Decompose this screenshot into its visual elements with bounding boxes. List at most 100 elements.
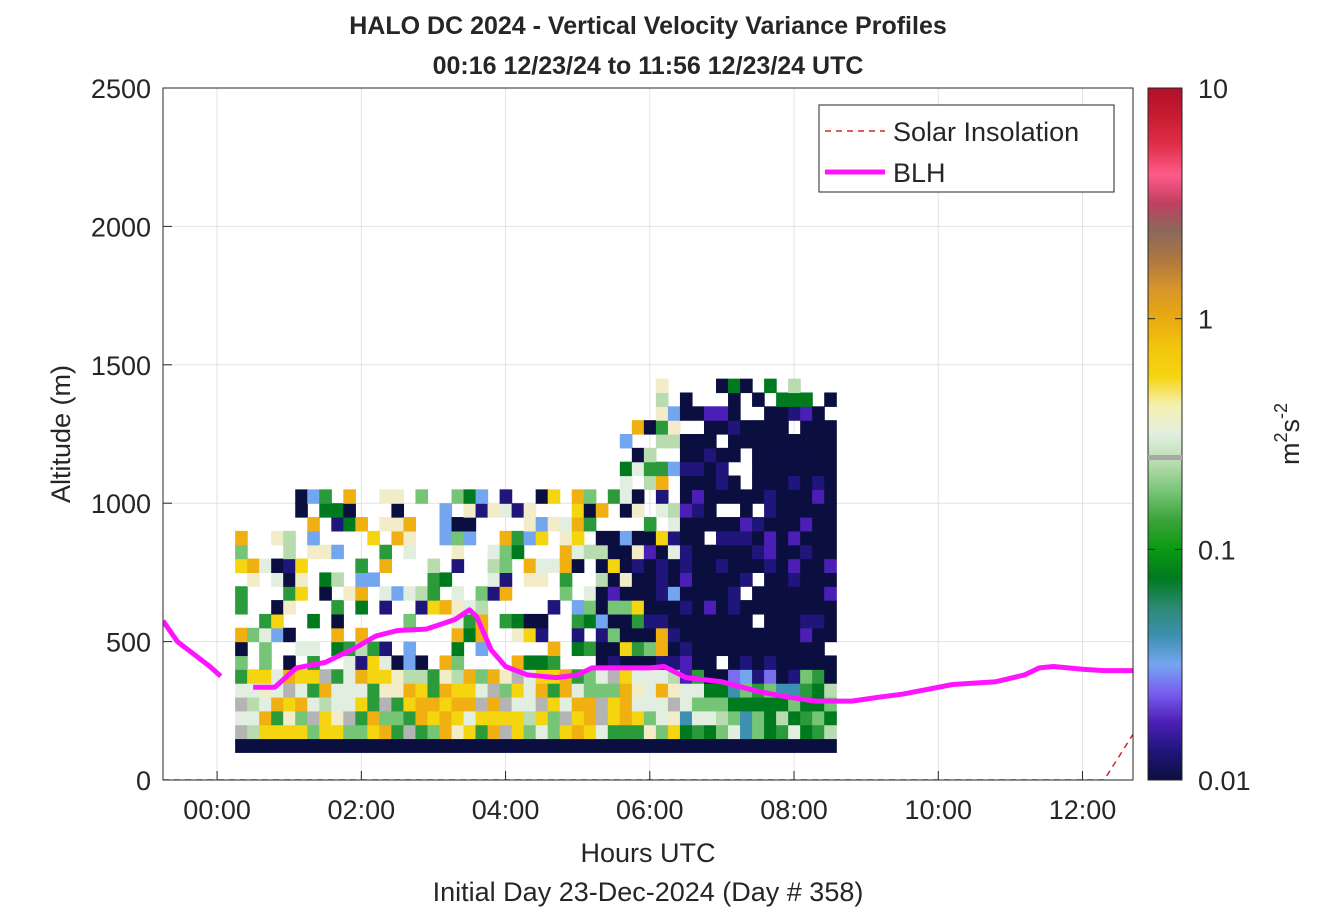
variance-cell xyxy=(535,696,549,712)
variance-cell xyxy=(631,683,645,698)
variance-cell xyxy=(295,572,308,587)
colorbar-tick-label: 0.1 xyxy=(1198,535,1236,565)
variance-cell xyxy=(511,503,525,518)
variance-cell xyxy=(655,530,669,546)
variance-cell xyxy=(800,627,813,643)
variance-cell xyxy=(776,724,789,740)
variance-cell xyxy=(571,613,585,629)
variance-cell xyxy=(439,503,453,518)
variance-cell xyxy=(655,572,669,587)
variance-cell xyxy=(415,655,429,670)
variance-cell xyxy=(643,447,657,463)
variance-cell xyxy=(571,641,585,657)
variance-cell xyxy=(824,530,837,546)
colorbar-label-mid: s xyxy=(1275,419,1305,433)
variance-cell xyxy=(511,544,525,560)
variance-cell xyxy=(487,572,501,587)
variance-cell xyxy=(788,655,801,670)
variance-cell xyxy=(631,461,645,477)
variance-cell xyxy=(824,627,837,643)
variance-cell xyxy=(379,696,393,712)
variance-cell xyxy=(824,544,837,560)
variance-cell xyxy=(379,489,393,504)
variance-cell xyxy=(776,710,789,726)
variance-cell xyxy=(703,600,717,615)
variance-cell xyxy=(547,489,561,504)
variance-cell xyxy=(800,420,813,435)
variance-cell xyxy=(788,724,801,740)
variance-cell xyxy=(728,696,741,712)
variance-cell xyxy=(607,489,621,504)
variance-cell xyxy=(679,710,693,726)
variance-cell xyxy=(487,738,501,753)
variance-cell xyxy=(307,613,320,629)
variance-cell xyxy=(499,586,513,601)
variance-cell xyxy=(595,530,609,546)
variance-cell xyxy=(812,572,825,587)
variance-cell xyxy=(703,475,717,490)
variance-cell xyxy=(800,447,813,463)
variance-cell xyxy=(788,489,801,504)
variance-cell xyxy=(643,710,657,726)
variance-cell xyxy=(403,710,417,726)
variance-cell xyxy=(595,627,609,643)
variance-cell xyxy=(595,696,609,712)
variance-cell xyxy=(655,641,669,657)
variance-cell xyxy=(571,724,585,740)
variance-cell xyxy=(728,420,741,435)
variance-cell xyxy=(283,600,296,615)
colorbar-label: m2s-2 xyxy=(1271,403,1305,465)
variance-cell xyxy=(523,572,537,587)
variance-cell xyxy=(307,710,320,726)
variance-cell xyxy=(740,627,753,643)
variance-cell xyxy=(824,503,837,518)
variance-cell xyxy=(655,406,669,421)
variance-cell xyxy=(728,544,741,560)
variance-cell xyxy=(391,710,405,726)
variance-cell xyxy=(703,572,717,587)
blh-line xyxy=(163,619,223,679)
variance-cell xyxy=(716,683,729,698)
variance-cell xyxy=(776,600,789,615)
variance-cell xyxy=(547,683,561,698)
variance-cell xyxy=(764,696,777,712)
variance-cell xyxy=(619,600,633,615)
variance-cell xyxy=(331,683,344,698)
variance-cell xyxy=(667,530,681,546)
variance-cell xyxy=(355,572,368,587)
variance-cell xyxy=(643,641,657,657)
variance-cell xyxy=(800,710,813,726)
variance-cell xyxy=(307,544,320,560)
variance-cell xyxy=(776,420,789,435)
variance-cell xyxy=(295,641,308,657)
y-axis-label: Altitude (m) xyxy=(46,365,76,503)
variance-cell xyxy=(451,517,465,532)
variance-cell xyxy=(595,600,609,615)
variance-cell xyxy=(439,655,453,670)
variance-cell xyxy=(391,738,405,753)
variance-cell xyxy=(451,683,465,698)
variance-cell xyxy=(703,696,717,712)
variance-cell xyxy=(728,447,741,463)
variance-cell xyxy=(307,530,320,546)
variance-cell xyxy=(607,613,621,629)
variance-cell xyxy=(427,696,441,712)
variance-cell xyxy=(451,738,465,753)
variance-cell xyxy=(619,586,633,601)
variance-cell xyxy=(716,710,729,726)
variance-cell xyxy=(451,558,465,573)
variance-cell xyxy=(427,600,441,615)
variance-cell xyxy=(776,613,789,629)
variance-cell xyxy=(655,683,669,698)
variance-cell xyxy=(331,613,344,629)
variance-cell xyxy=(535,517,549,532)
variance-cell xyxy=(535,627,549,643)
variance-cell xyxy=(728,378,741,394)
variance-cell xyxy=(331,669,344,684)
y-tick-label: 2500 xyxy=(91,74,151,104)
variance-cell xyxy=(523,517,537,532)
variance-cell xyxy=(307,683,320,698)
variance-cell xyxy=(764,544,777,560)
variance-cell xyxy=(355,627,368,643)
variance-cell xyxy=(800,517,813,532)
